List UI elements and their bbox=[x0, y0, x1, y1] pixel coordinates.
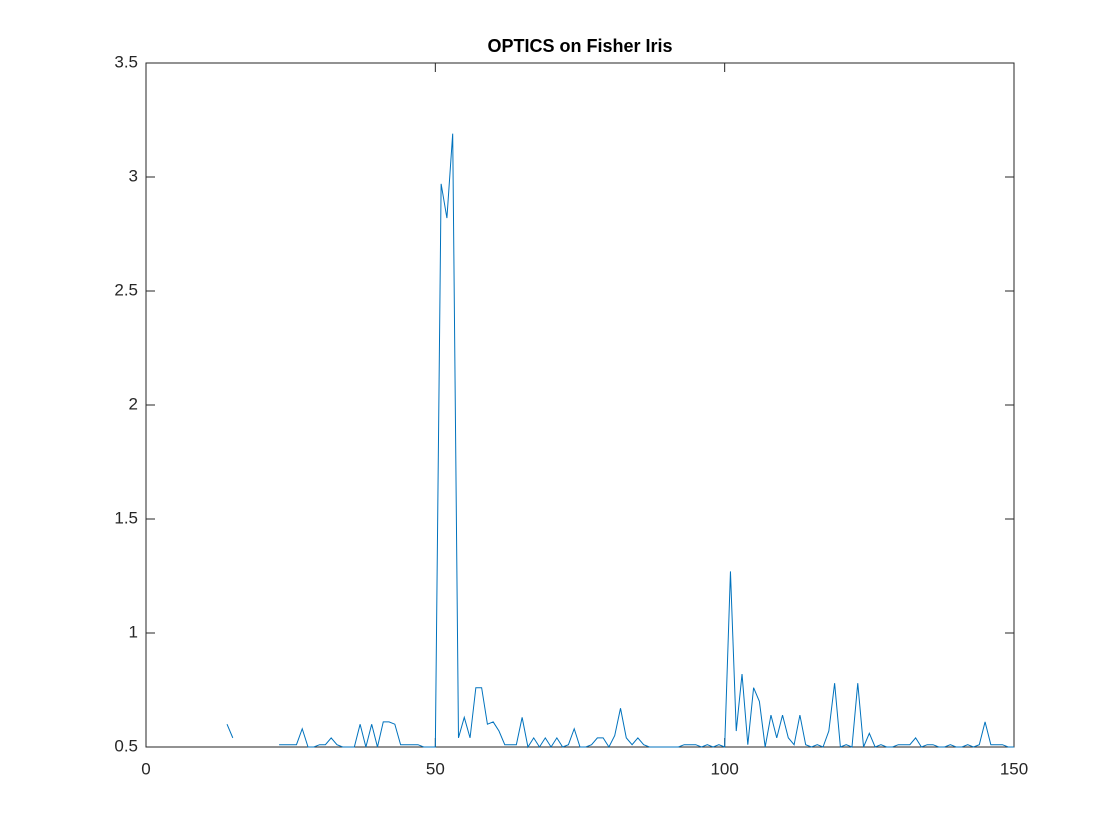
y-tick-label: 1 bbox=[129, 622, 138, 641]
y-tick-label: 2 bbox=[129, 394, 138, 413]
x-tick-label: 150 bbox=[1000, 759, 1028, 778]
y-tick-label: 2.5 bbox=[114, 280, 138, 299]
y-tick-label: 0.5 bbox=[114, 736, 138, 755]
x-tick-label: 50 bbox=[426, 759, 445, 778]
y-tick-label: 3 bbox=[129, 166, 138, 185]
chart-title: OPTICS on Fisher Iris bbox=[487, 36, 672, 56]
y-tick-label: 1.5 bbox=[114, 508, 138, 527]
x-tick-label: 0 bbox=[141, 759, 150, 778]
data-line bbox=[226, 133, 1014, 749]
y-tick-label: 3.5 bbox=[114, 52, 138, 71]
x-tick-label: 100 bbox=[710, 759, 738, 778]
